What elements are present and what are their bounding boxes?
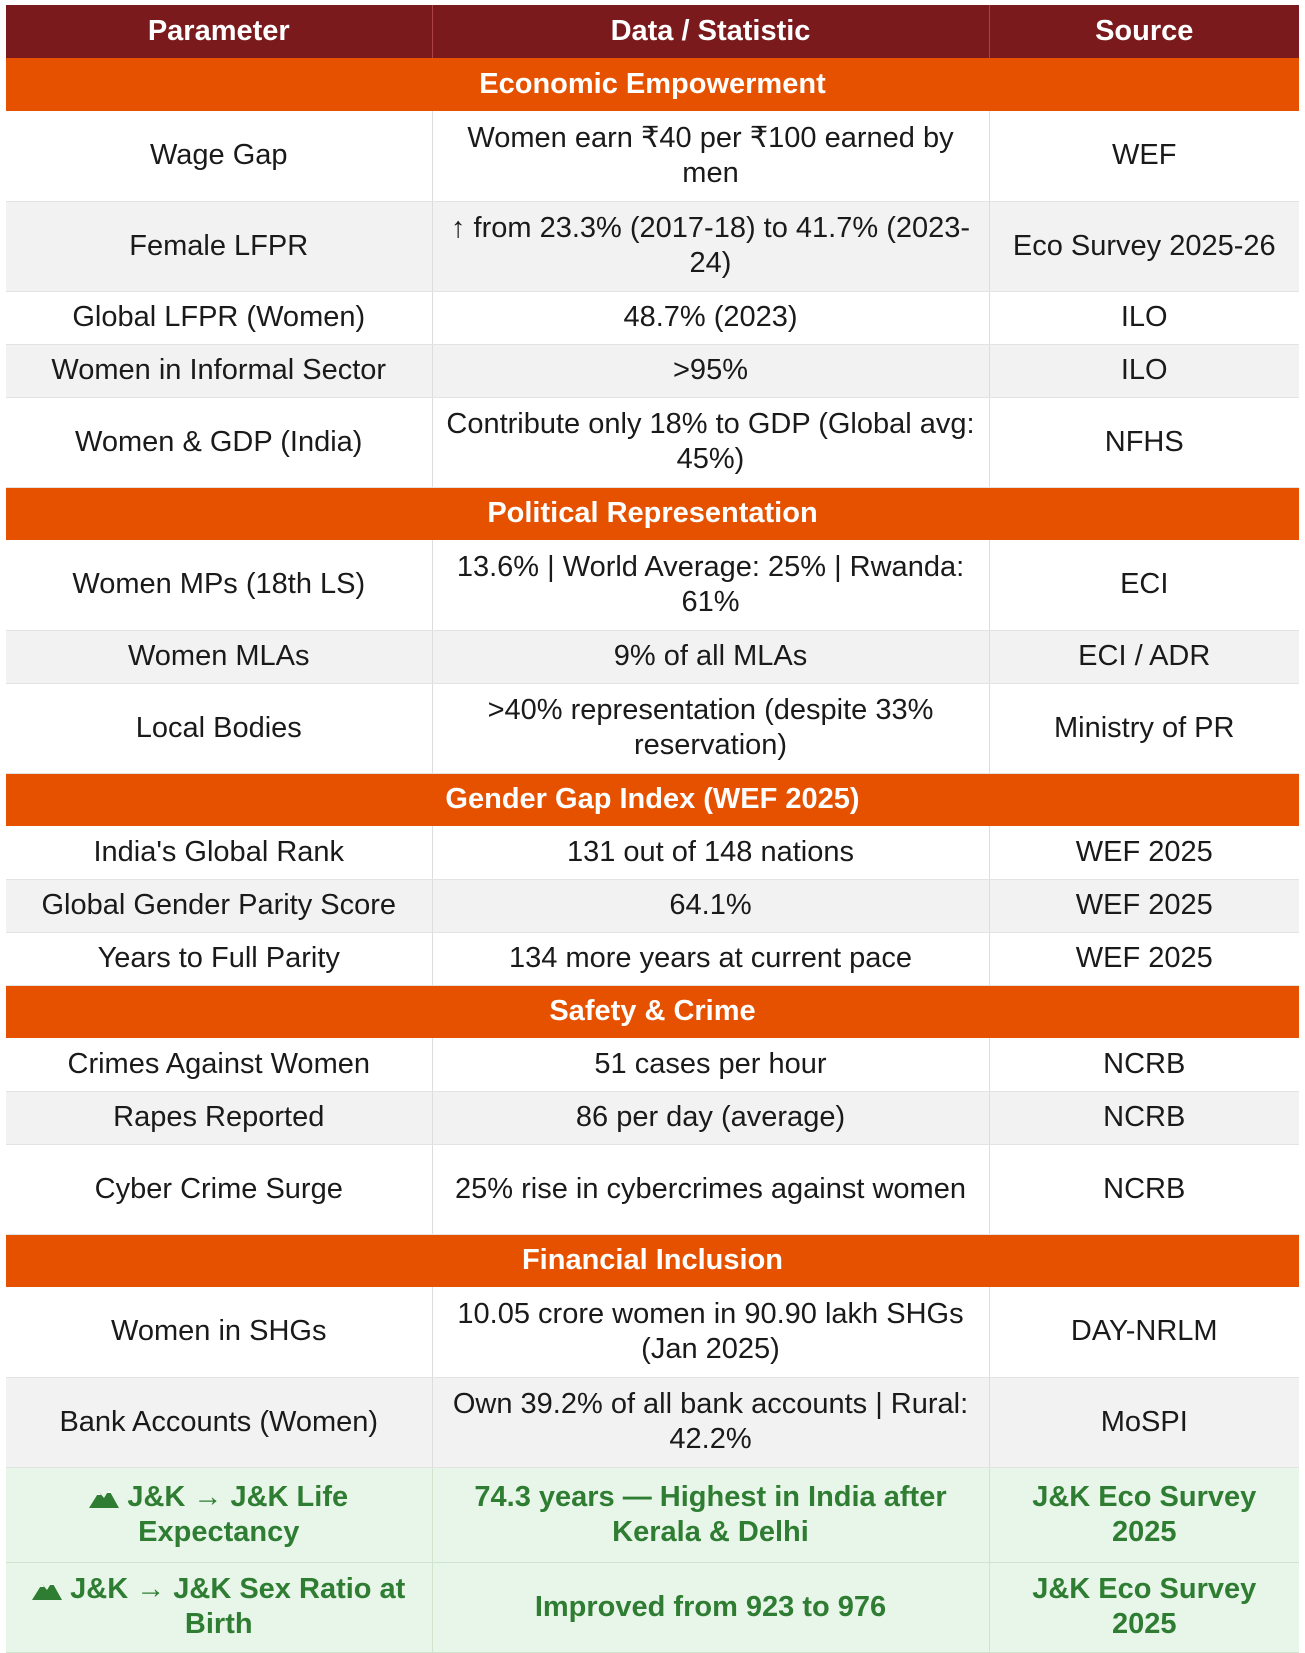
data-row: Wage Gap Women earn ₹40 per ₹100 earned b… — [6, 111, 1299, 202]
data-row: Women MLAs 9% of all MLAs ECI / ADR — [6, 630, 1299, 684]
cell: 10.05 crore women in 90.90 lakh SHGs (Ja… — [431, 1287, 989, 1378]
mountain-icon — [89, 1489, 120, 1508]
cell: Eco Survey 2025-26 — [988, 201, 1299, 292]
data-row: Female LFPR ↑ from 23.3% (2017-18) to 41.… — [6, 201, 1299, 292]
stats-table: Parameter Data / Statistic Source Econom… — [6, 5, 1299, 1653]
highlight-row: J&K → J&K Life Expectancy 74.3 years — Hi… — [6, 1467, 1299, 1563]
cell: 86 per day (average) — [431, 1091, 989, 1145]
cell: 131 out of 148 nations — [431, 826, 989, 880]
cell: Contribute only 18% to GDP (Global avg: … — [431, 397, 989, 488]
cell: Ministry of PR — [988, 683, 1299, 774]
cell: Women earn ₹40 per ₹100 earned by men — [431, 111, 989, 202]
data-row: Cyber Crime Surge 25% rise in cybercrimes… — [6, 1144, 1299, 1235]
highlight-cell: J&K → J&K Sex Ratio at Birth — [6, 1562, 432, 1653]
section-title: Gender Gap Index (WEF 2025) — [6, 773, 1299, 826]
header-row: Parameter Data / Statistic Source — [6, 5, 1299, 58]
cell: NCRB — [988, 1038, 1299, 1092]
header-cell: Data / Statistic — [431, 5, 989, 58]
section-title: Financial Inclusion — [6, 1234, 1299, 1287]
cell: WEF 2025 — [988, 826, 1299, 880]
cell: Rapes Reported — [6, 1091, 432, 1145]
cell: NCRB — [988, 1091, 1299, 1145]
cell: ILO — [988, 344, 1299, 398]
cell: WEF — [988, 111, 1299, 202]
highlight-cell: J&K → J&K Life Expectancy — [6, 1467, 432, 1563]
section-row: Financial Inclusion — [6, 1234, 1299, 1287]
highlight-cell: Improved from 923 to 976 — [431, 1562, 989, 1653]
highlight-cell: 74.3 years — Highest in India after Kera… — [431, 1467, 989, 1563]
section-row: Gender Gap Index (WEF 2025) — [6, 773, 1299, 826]
cell: Own 39.2% of all bank accounts | Rural: … — [431, 1377, 989, 1468]
data-row: Years to Full Parity 134 more years at cu… — [6, 932, 1299, 986]
cell: NCRB — [988, 1144, 1299, 1235]
section-row: Safety & Crime — [6, 985, 1299, 1038]
cell: Female LFPR — [6, 201, 432, 292]
data-row: Women in SHGs 10.05 crore women in 90.90 … — [6, 1287, 1299, 1378]
cell: Women & GDP (India) — [6, 397, 432, 488]
cell: >95% — [431, 344, 989, 398]
section-row: Economic Empowerment — [6, 58, 1299, 111]
section-title: Political Representation — [6, 487, 1299, 540]
cell: MoSPI — [988, 1377, 1299, 1468]
data-row: Women in Informal Sector >95% ILO — [6, 344, 1299, 398]
highlight-label: J&K → J&K Sex Ratio at Birth — [70, 1573, 406, 1640]
cell: WEF 2025 — [988, 879, 1299, 933]
mountain-icon — [32, 1582, 63, 1600]
cell: 9% of all MLAs — [431, 630, 989, 684]
highlight-cell: J&K Eco Survey 2025 — [988, 1562, 1299, 1653]
cell: Wage Gap — [6, 111, 432, 202]
cell: India's Global Rank — [6, 826, 432, 880]
table-body: Economic Empowerment Wage Gap Women earn ₹… — [6, 58, 1299, 1653]
header-cell: Source — [988, 5, 1299, 58]
data-row: Global Gender Parity Score 64.1% WEF 2025 — [6, 879, 1299, 933]
cell: Cyber Crime Surge — [6, 1144, 432, 1235]
header-cell: Parameter — [6, 5, 432, 58]
cell: Global LFPR (Women) — [6, 291, 432, 345]
section-row: Political Representation — [6, 487, 1299, 540]
section-title: Safety & Crime — [6, 985, 1299, 1038]
cell: 134 more years at current pace — [431, 932, 989, 986]
highlight-label: J&K → J&K Life Expectancy — [127, 1480, 349, 1548]
cell: Women MLAs — [6, 630, 432, 684]
cell: WEF 2025 — [988, 932, 1299, 986]
cell: Women in SHGs — [6, 1287, 432, 1378]
cell: Local Bodies — [6, 683, 432, 774]
table-wrap: Parameter Data / Statistic Source Econom… — [6, 5, 1299, 1653]
cell: ↑ from 23.3% (2017-18) to 41.7% (2023-24… — [431, 201, 989, 292]
section-title: Economic Empowerment — [6, 58, 1299, 111]
highlight-cell: J&K Eco Survey 2025 — [988, 1467, 1299, 1563]
cell: DAY-NRLM — [988, 1287, 1299, 1378]
cell: 25% rise in cybercrimes against women — [431, 1144, 989, 1235]
highlight-row: J&K → J&K Sex Ratio at Birth Improved fro… — [6, 1562, 1299, 1653]
data-row: Women & GDP (India) Contribute only 18% t… — [6, 397, 1299, 488]
data-row: Women MPs (18th LS) 13.6% | World Average… — [6, 540, 1299, 631]
data-row: Global LFPR (Women) 48.7% (2023) ILO — [6, 291, 1299, 345]
cell: 64.1% — [431, 879, 989, 933]
cell: Women MPs (18th LS) — [6, 540, 432, 631]
data-row: Local Bodies >40% representation (despite… — [6, 683, 1299, 774]
cell: 13.6% | World Average: 25% | Rwanda: 61% — [431, 540, 989, 631]
cell: ECI / ADR — [988, 630, 1299, 684]
cell: 48.7% (2023) — [431, 291, 989, 345]
cell: >40% representation (despite 33% reserva… — [431, 683, 989, 774]
cell: Years to Full Parity — [6, 932, 432, 986]
cell: Women in Informal Sector — [6, 344, 432, 398]
cell: Bank Accounts (Women) — [6, 1377, 432, 1468]
cell: ECI — [988, 540, 1299, 631]
cell: Crimes Against Women — [6, 1038, 432, 1092]
cell: NFHS — [988, 397, 1299, 488]
data-row: Crimes Against Women 51 cases per hour NCR… — [6, 1038, 1299, 1092]
cell: 51 cases per hour — [431, 1038, 989, 1092]
cell: Global Gender Parity Score — [6, 879, 432, 933]
data-row: Rapes Reported 86 per day (average) NCRB — [6, 1091, 1299, 1145]
data-row: Bank Accounts (Women) Own 39.2% of all ba… — [6, 1377, 1299, 1468]
data-row: India's Global Rank 131 out of 148 nation… — [6, 826, 1299, 880]
cell: ILO — [988, 291, 1299, 345]
